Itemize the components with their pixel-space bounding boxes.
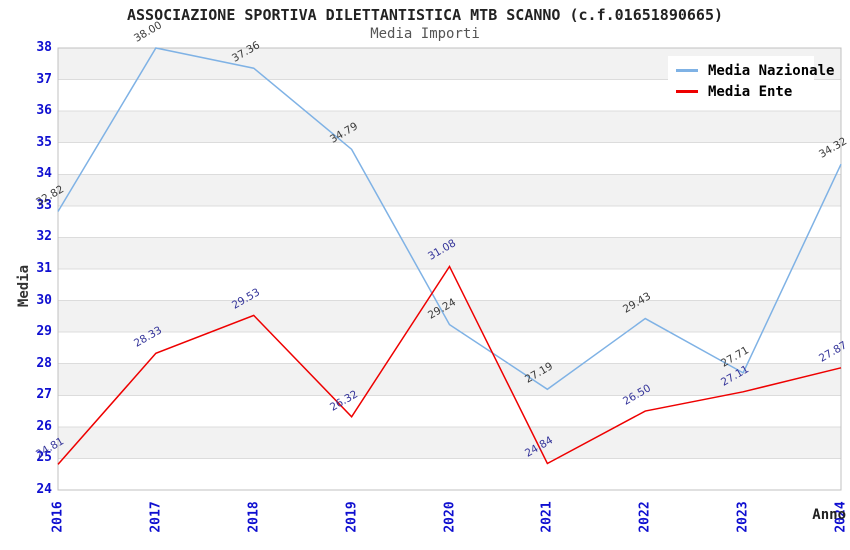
plot-band [58,142,841,175]
plot-band [58,300,841,333]
plot-border [57,47,842,491]
plot-band [58,205,841,238]
x-tick-label: 2019 [344,501,360,533]
x-tick-label: 2021 [539,501,555,533]
x-tick-label: 2018 [246,501,262,533]
y-tick-label: 29 [36,324,52,340]
y-tick-label: 34 [36,166,52,182]
series-line-media-nazionale [57,47,842,391]
plot-band [58,363,841,396]
plot-band [58,426,841,459]
legend-swatch-media-ente [676,90,698,93]
plot-band [58,111,841,143]
x-tick-label: 2023 [735,501,751,533]
y-tick-label: 30 [36,292,52,308]
legend: Media Nazionale Media Ente [668,56,834,105]
x-tick-label: 2022 [637,501,653,533]
y-tick-label: 33 [36,197,52,213]
legend-label-media-ente: Media Ente [708,83,793,100]
plot-band [58,458,841,490]
y-tick-label: 25 [36,450,52,466]
series-line-media-ente [57,264,842,465]
x-tick-label: 2017 [148,501,164,533]
plot-band [58,174,841,206]
chart-title: ASSOCIAZIONE SPORTIVA DILETTANTISTICA MT… [126,6,724,24]
x-tick-label: 2016 [50,501,66,533]
chart-subtitle: Media Importi [370,26,480,42]
plot-band [58,395,841,427]
legend-item-media-ente: Media Ente [676,84,806,99]
y-tick-label: 28 [36,355,52,371]
y-axis-title: Media [16,264,33,308]
y-tick-label: 24 [36,482,52,497]
legend-swatch-media-nazionale [676,69,698,72]
plot-band [58,332,841,364]
legend-label-media-nazionale: Media Nazionale [708,62,835,79]
y-tick-label: 31 [36,261,52,276]
y-tick-label: 32 [36,229,52,245]
legend-item-media-nazionale: Media Nazionale [676,63,834,78]
y-tick-label: 26 [36,418,52,434]
plot-band [58,237,841,269]
y-tick-label: 37 [36,71,52,87]
y-tick-label: 27 [36,387,52,403]
x-axis-title: Anno [812,507,846,523]
plot-band [58,269,841,301]
y-tick-label: 35 [36,134,52,150]
y-tick-label: 36 [36,103,52,119]
y-tick-label: 38 [36,40,52,55]
x-tick-label: 2020 [442,501,457,533]
